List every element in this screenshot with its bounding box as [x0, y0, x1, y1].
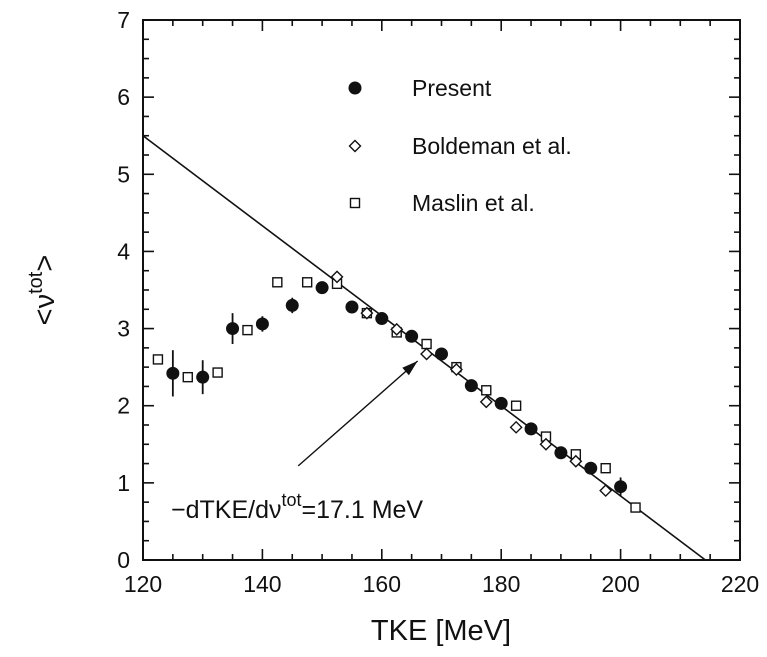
y-tick-label: 3	[117, 316, 130, 342]
legend-label-present: Present	[412, 75, 492, 101]
y-tick-label: 0	[117, 547, 130, 573]
data-point-maslin-et-al	[152, 354, 164, 365]
data-point-boldeman-et-al	[509, 420, 523, 434]
data-point-present	[255, 317, 269, 331]
data-point-maslin-et-al	[600, 463, 611, 474]
data-point-present	[614, 480, 628, 494]
data-point-present	[375, 312, 389, 326]
legend: Present Boldeman et al. Maslin et al.	[348, 75, 572, 216]
y-axis-label-base: <ν	[29, 294, 61, 325]
y-tick-label: 7	[117, 7, 130, 33]
data-point-present	[166, 366, 180, 380]
legend-label-boldeman-et-al: Boldeman et al.	[412, 133, 572, 159]
data-point-boldeman-et-al	[390, 322, 404, 336]
data-point-present	[554, 446, 568, 460]
annotation-text-sup: tot	[281, 490, 301, 510]
y-tick-label: 6	[117, 84, 130, 110]
legend-marker-maslin-et-al	[349, 197, 361, 209]
y-axis-label-sup: tot	[25, 271, 47, 294]
data-point-present	[315, 281, 329, 295]
data-point-present	[405, 329, 419, 343]
x-tick-label: 120	[124, 571, 162, 597]
data-point-present	[435, 347, 448, 361]
data-point-maslin-et-al	[301, 277, 313, 288]
annotation: −dTKE/dνtot=17.1 MeV	[171, 360, 423, 524]
data-point-boldeman-et-al	[420, 347, 434, 361]
data-point-present	[584, 461, 598, 475]
data-point-maslin-et-al	[421, 338, 432, 350]
data-point-maslin-et-al	[481, 385, 492, 396]
x-tick-label: 220	[721, 571, 759, 597]
legend-label-maslin-et-al: Maslin et al.	[412, 190, 535, 216]
x-tick-label: 140	[243, 571, 281, 597]
y-tick-label: 1	[117, 470, 130, 496]
y-tick-label: 4	[117, 238, 130, 264]
data-point-present	[226, 322, 240, 336]
x-tick-label: 180	[482, 571, 520, 597]
y-tick-label: 2	[117, 393, 130, 419]
data-point-maslin-et-al	[212, 367, 223, 378]
data-point-maslin-et-al	[242, 324, 253, 336]
data-point-present	[524, 422, 538, 436]
annotation-text-suffix: =17.1 MeV	[302, 496, 424, 524]
data-point-maslin-et-al	[510, 400, 522, 411]
data-point-boldeman-et-al	[479, 395, 493, 409]
annotation-text: −dTKE/dνtot=17.1 MeV	[171, 490, 423, 524]
data-point-present	[345, 300, 359, 314]
axis-tick-labels: 120 140 160 180 200 220 0 1 2 3 4 5 6 7	[117, 7, 759, 597]
y-axis-label: <νtot>	[25, 255, 61, 326]
annotation-text-prefix: −dTKE/dν	[171, 496, 281, 524]
data-point-present	[285, 298, 299, 312]
data-point-boldeman-et-al	[569, 454, 583, 468]
annotation-arrow-shaft	[297, 360, 419, 467]
x-tick-label: 160	[363, 571, 401, 597]
data-point-present	[464, 379, 478, 393]
data-point-present	[196, 370, 210, 384]
data-point-maslin-et-al	[630, 502, 641, 513]
plot-frame	[142, 19, 741, 561]
data-points	[152, 270, 641, 513]
data-point-boldeman-et-al	[599, 484, 613, 498]
annotation-arrowhead	[402, 360, 418, 376]
x-tick-label: 200	[601, 571, 639, 597]
y-tick-label: 5	[117, 161, 130, 187]
data-point-boldeman-et-al	[539, 437, 553, 451]
data-point-present	[494, 396, 508, 410]
data-point-maslin-et-al	[272, 277, 283, 288]
axis-ticks	[142, 19, 741, 561]
y-axis-label-close: >	[29, 255, 61, 272]
legend-marker-boldeman-et-al	[348, 139, 362, 153]
data-point-boldeman-et-al	[449, 362, 463, 376]
data-point-boldeman-et-al	[360, 306, 374, 320]
data-point-maslin-et-al	[182, 371, 193, 383]
legend-marker-present	[348, 81, 362, 95]
data-point-boldeman-et-al	[330, 270, 344, 284]
x-axis-label: TKE [MeV]	[371, 615, 511, 647]
